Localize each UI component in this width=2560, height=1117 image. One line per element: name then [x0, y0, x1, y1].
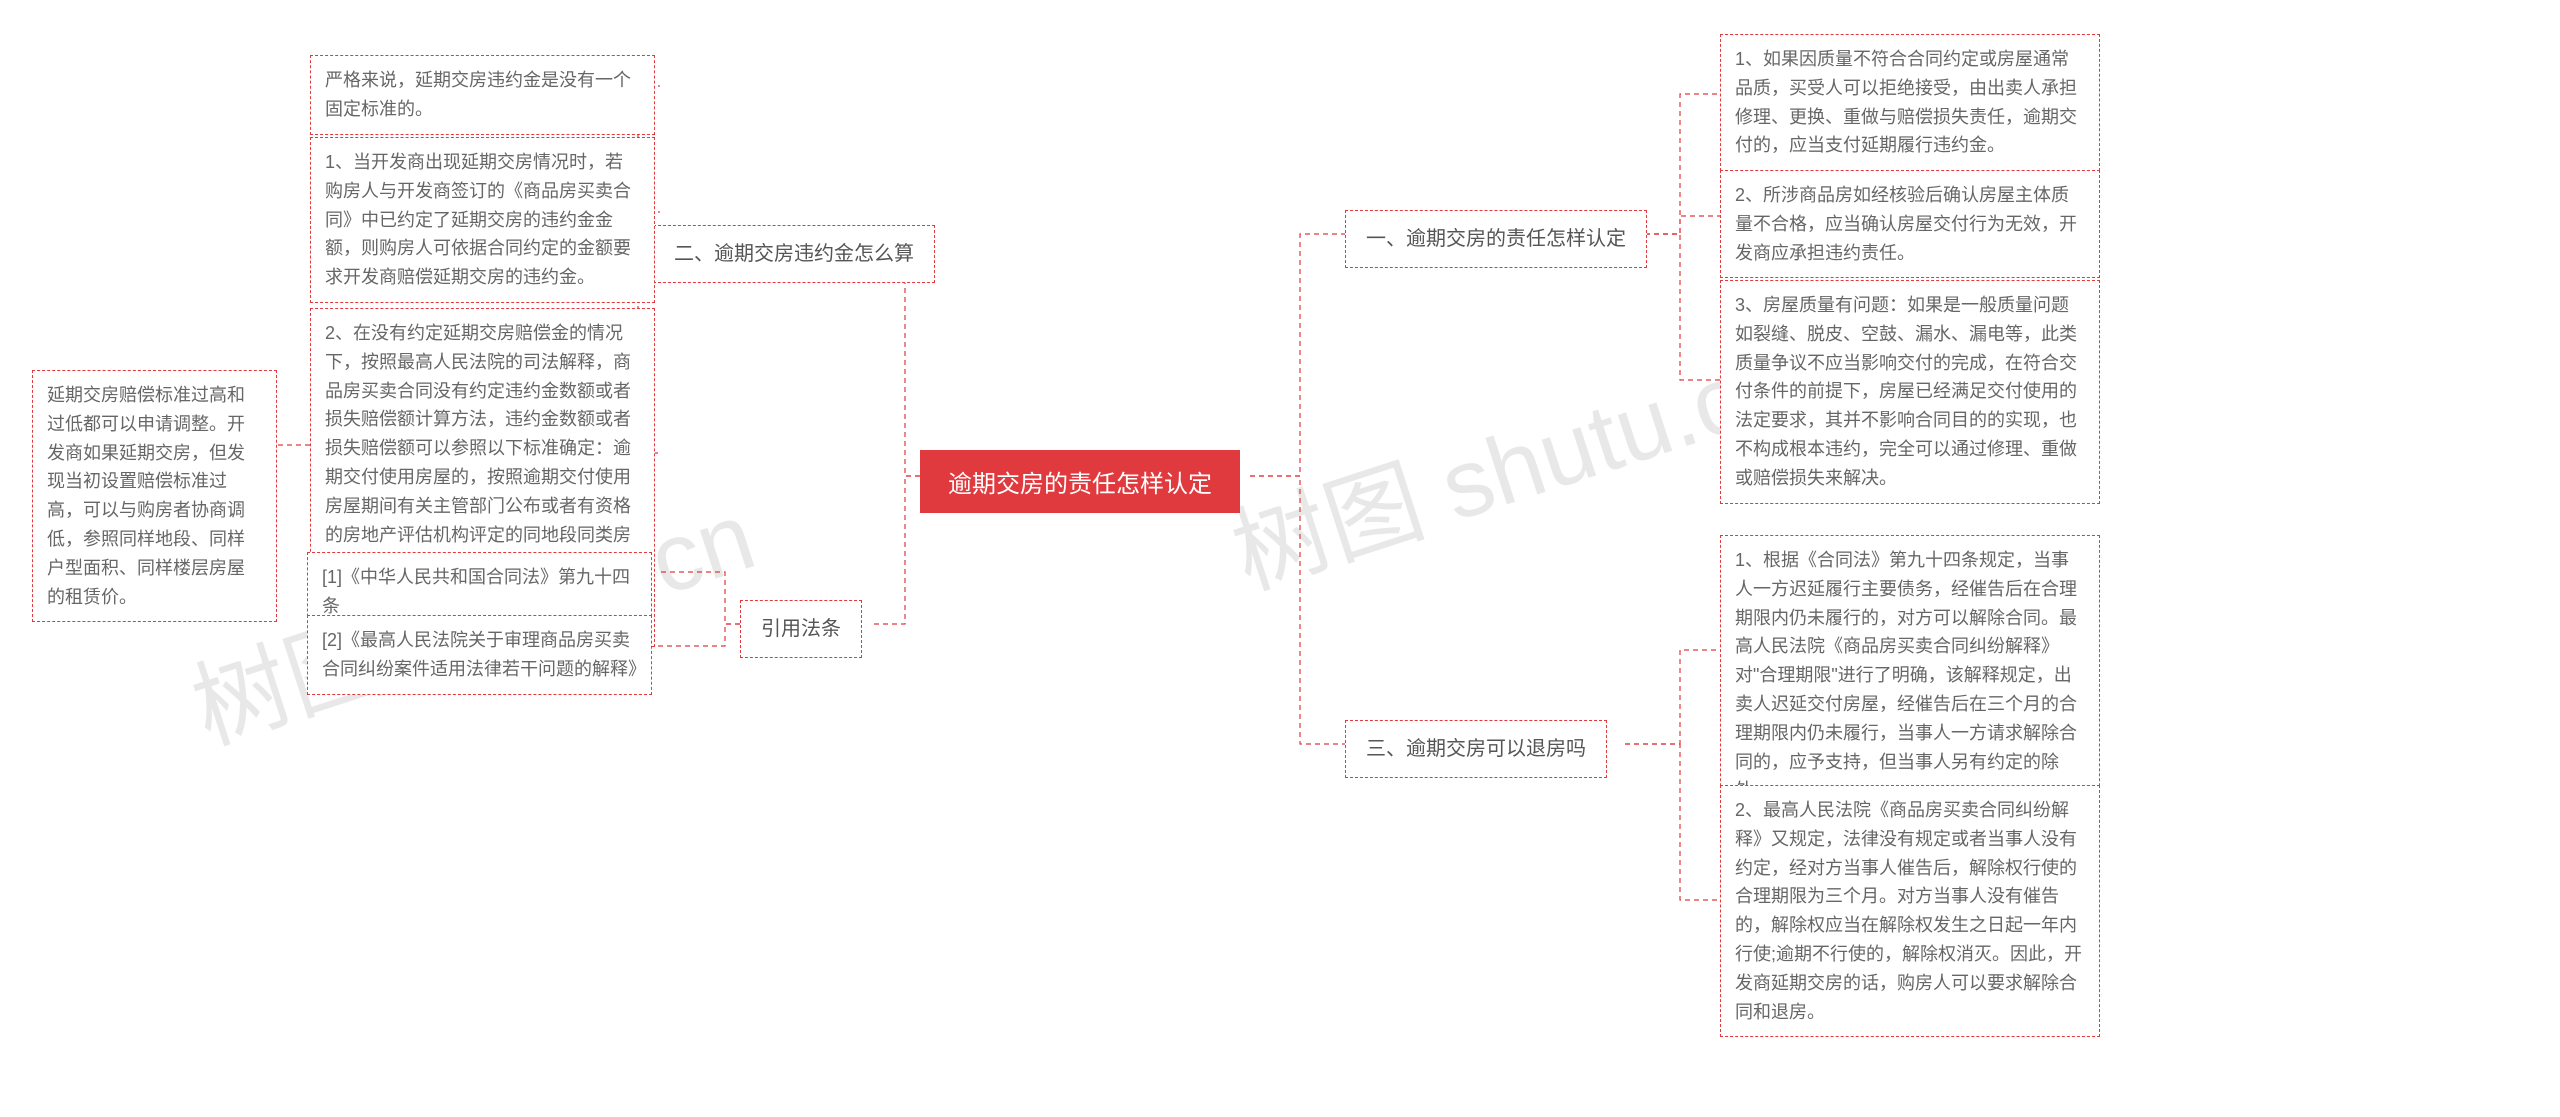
- branch-1-leaf-1: 1、如果因质量不符合合同约定或房屋通常品质，买受人可以拒绝接受，由出卖人承担修理…: [1720, 34, 2100, 171]
- branch-ref-leaf-2: [2]《最高人民法院关于审理商品房买卖合同纠纷案件适用法律若干问题的解释》: [307, 615, 652, 695]
- branch-2-leaf-0: 严格来说，延期交房违约金是没有一个固定标准的。: [310, 55, 655, 135]
- branch-2: 二、逾期交房违约金怎么算: [653, 225, 935, 283]
- center-node: 逾期交房的责任怎样认定: [920, 450, 1240, 513]
- branch-ref: 引用法条: [740, 600, 862, 658]
- branch-3-leaf-1: 1、根据《合同法》第九十四条规定，当事人一方迟延履行主要债务，经催告后在合理期限…: [1720, 535, 2100, 816]
- branch-1-leaf-3: 3、房屋质量有问题：如果是一般质量问题如裂缝、脱皮、空鼓、漏水、漏电等，此类质量…: [1720, 280, 2100, 504]
- branch-2-leaf-2-child: 延期交房赔偿标准过高和过低都可以申请调整。开发商如果延期交房，但发现当初设置赔偿…: [32, 370, 277, 622]
- branch-1-leaf-2: 2、所涉商品房如经核验后确认房屋主体质量不合格，应当确认房屋交付行为无效，开发商…: [1720, 170, 2100, 278]
- branch-3: 三、逾期交房可以退房吗: [1345, 720, 1607, 778]
- branch-1: 一、逾期交房的责任怎样认定: [1345, 210, 1647, 268]
- branch-2-leaf-1: 1、当开发商出现延期交房情况时，若购房人与开发商签订的《商品房买卖合同》中已约定…: [310, 137, 655, 303]
- branch-3-leaf-2: 2、最高人民法院《商品房买卖合同纠纷解释》又规定，法律没有规定或者当事人没有约定…: [1720, 785, 2100, 1037]
